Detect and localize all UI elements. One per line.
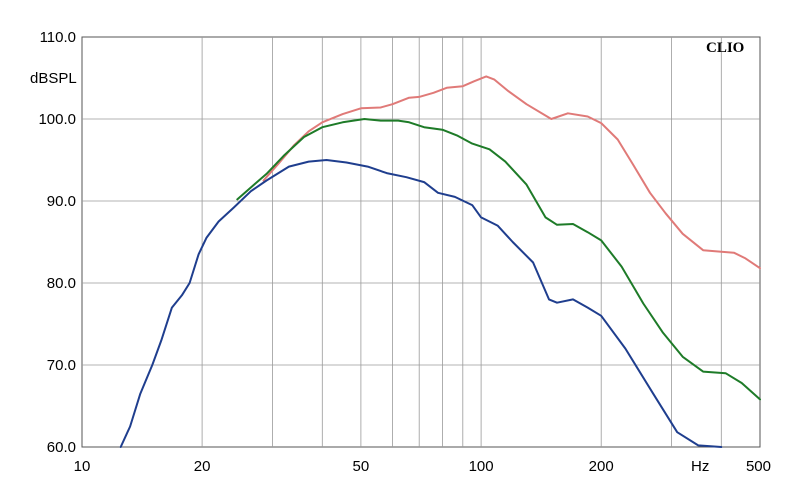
x-tick-label: 20 [194,458,211,475]
grid [82,37,760,447]
clio-brand: CLIO [706,40,744,56]
y-tick-label: 60.0 [47,439,76,456]
plot-frame [81,36,761,448]
x-tick-label: 100 [469,458,494,475]
y-tick-label: 90.0 [47,193,76,210]
x-tick-label: 10 [74,458,91,475]
series-line-1 [262,75,761,270]
x-tick-label: 500 [746,458,771,475]
x-tick-label: 50 [353,458,370,475]
y-tick-label: 80.0 [47,275,76,292]
series-line-3 [119,159,723,448]
y-tick-label: 100.0 [38,111,76,128]
series-layer [119,75,761,448]
y-tick-label: 70.0 [47,357,76,374]
y-axis-label: dBSPL [30,70,77,87]
y-tick-label: 110.0 [40,29,76,46]
series-line-2 [236,118,761,401]
x-tick-label: 200 [589,458,614,475]
x-axis-label: Hz [691,458,709,475]
tick-labels: 60.0 70.0 80.0 90.0 100.0 110.0 10 20 50 100 200 50… [38,29,771,475]
